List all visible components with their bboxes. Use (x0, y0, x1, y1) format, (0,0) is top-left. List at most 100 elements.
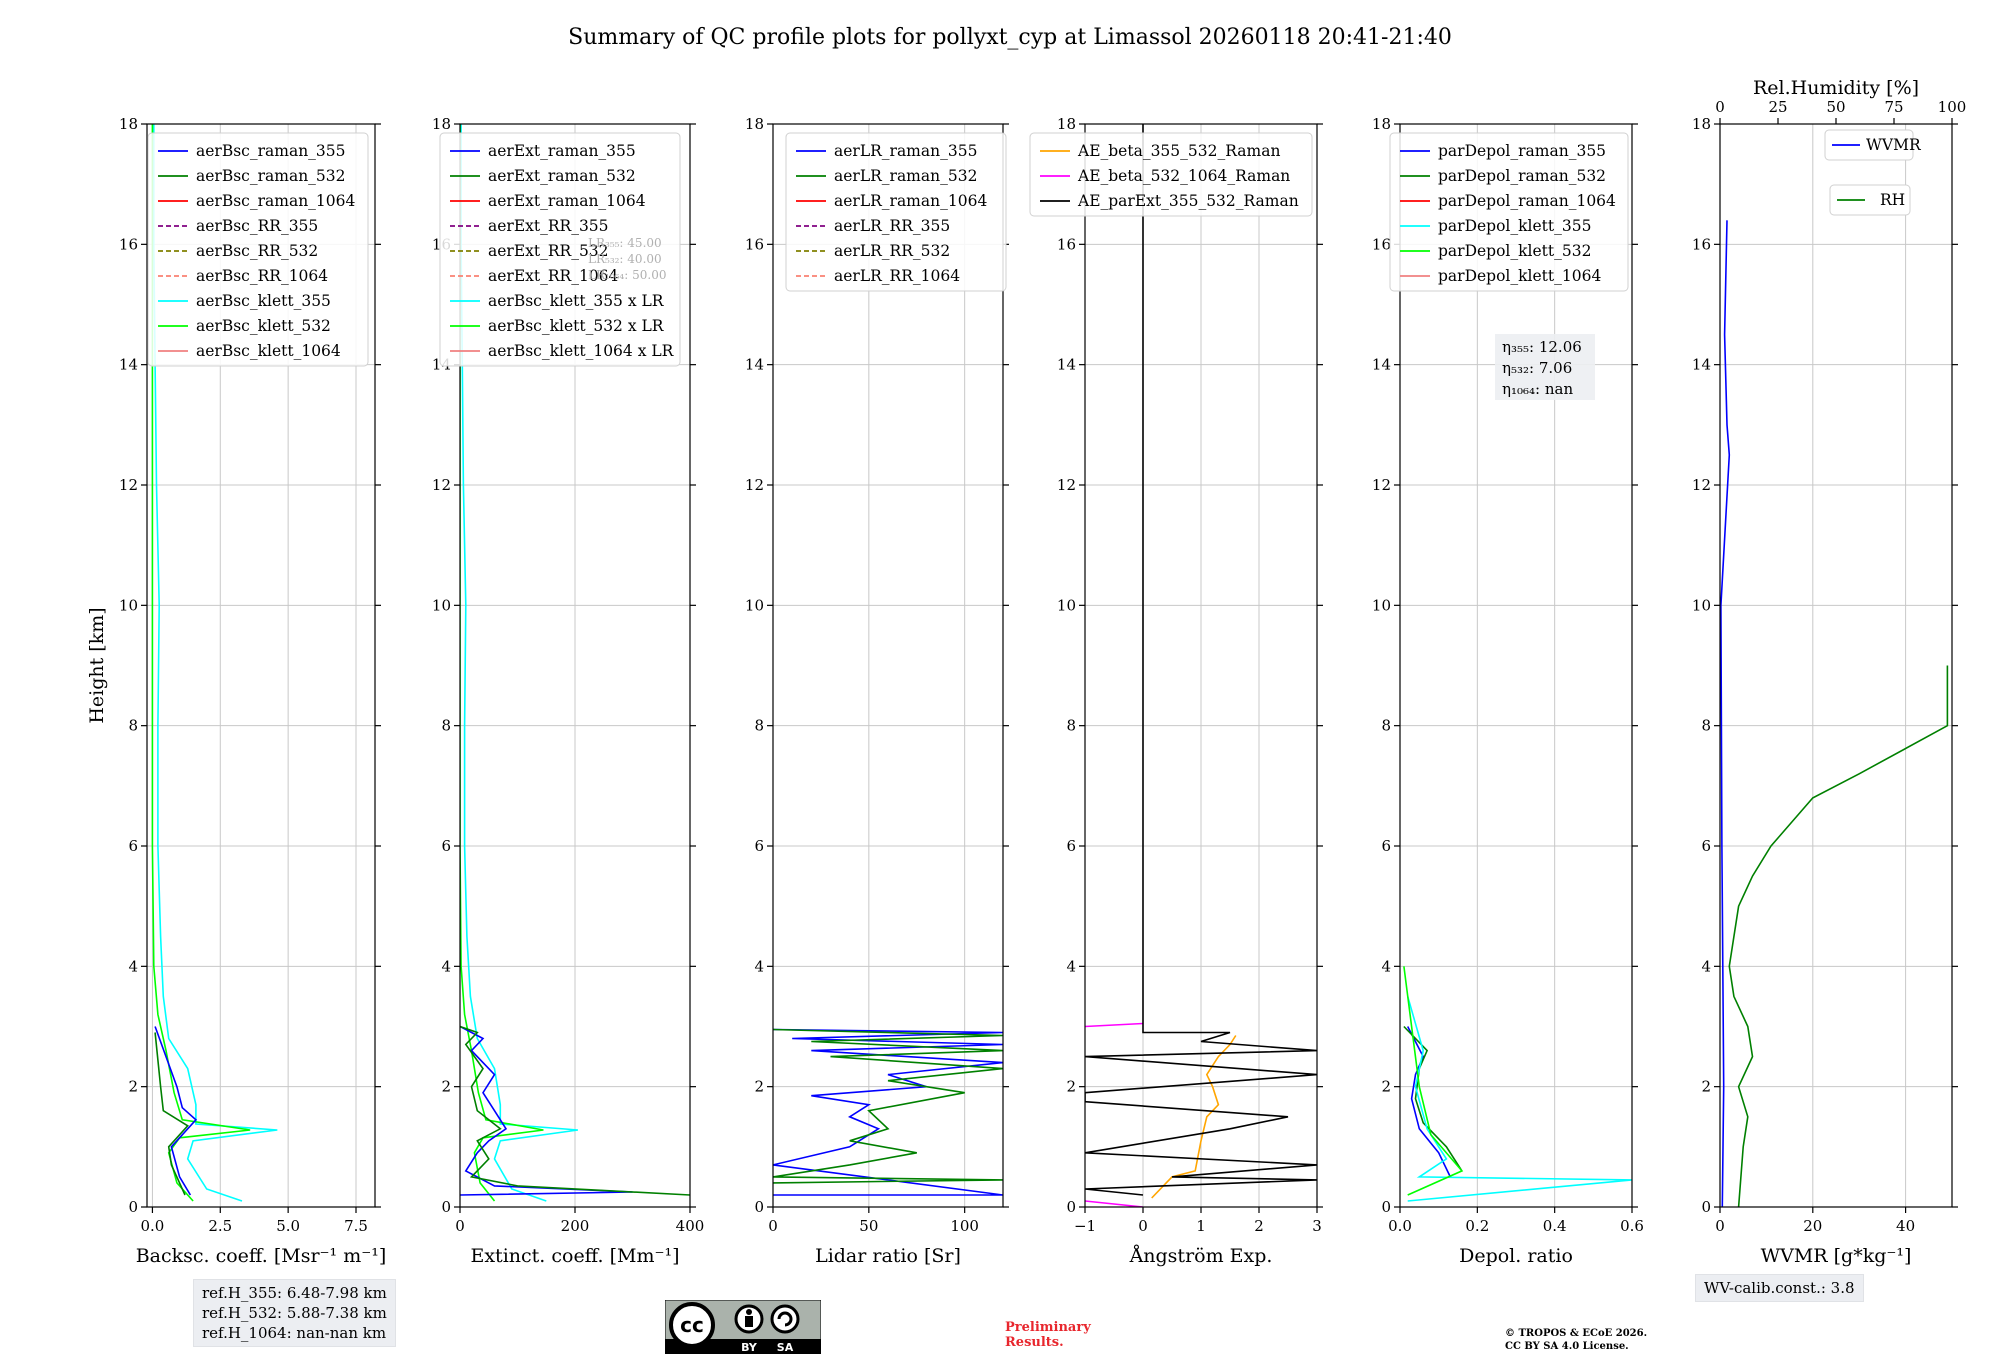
ytick-label: 12 (745, 476, 764, 494)
ytick-label: 14 (1057, 356, 1076, 374)
ytick-label: 12 (432, 476, 451, 494)
prelim-line-2: Results. (1005, 1335, 1064, 1350)
xtick-label: 20 (1803, 1217, 1822, 1235)
ytick-label: 16 (119, 235, 138, 253)
ytick-label: 8 (441, 717, 451, 735)
ytick-label: 6 (754, 837, 764, 855)
ytick-label: 14 (1692, 356, 1711, 374)
legend-label: AE_beta_355_532_Raman (1077, 142, 1280, 160)
legend-label: parDepol_raman_355 (1438, 142, 1606, 160)
panel-extinction: 0246810121416180200400Extinct. coeff. [M… (432, 115, 704, 1267)
series-aerBsc_raman_532 (154, 1032, 189, 1196)
lr-label: LR₃₅₅: 45.00 (588, 236, 662, 250)
cc-sa-text: SA (777, 1341, 794, 1354)
cc-by-sa-logo: cc BY SA (665, 1300, 821, 1354)
legend-label: aerBsc_raman_532 (196, 167, 346, 185)
ytick-label: 8 (754, 717, 764, 735)
axes-frame (1399, 123, 1633, 1208)
ytick-label: 14 (745, 356, 764, 374)
wv-calib-const: WV-calib.const.: 3.8 (1704, 1279, 1855, 1297)
legend-box (1829, 184, 1911, 216)
series-aerExt_raman_532 (460, 1025, 690, 1196)
series-aerBsc_klett_532 x LR (460, 124, 544, 1202)
ytick-label: 12 (1692, 476, 1711, 494)
reference-height-box: ref.H_355: 6.48-7.98 km ref.H_532: 5.88-… (193, 1279, 396, 1347)
series-parDepol_klett_355 (1406, 996, 1632, 1202)
prelim-line-1: Preliminary (1005, 1320, 1091, 1335)
ytick-label: 10 (1057, 596, 1076, 614)
x-axis-label: Extinct. coeff. [Mm⁻¹] (470, 1245, 679, 1267)
legend: aerExt_raman_355 aerExt_raman_532 aerExt_r… (439, 132, 681, 367)
ytick-label: 2 (754, 1078, 764, 1096)
xtick-label: 0.0 (1388, 1217, 1412, 1235)
series-AE_beta_532_1064_Raman (1085, 1200, 1144, 1207)
series-aerExt_raman_355 (460, 1025, 633, 1196)
legend-label: aerBsc_RR_355 (196, 217, 318, 235)
x-axis-label: Ångström Exp. (1129, 1245, 1273, 1267)
ytick-label: 16 (1057, 235, 1076, 253)
xtick-label: 0.0 (140, 1217, 164, 1235)
ytick-label: 12 (1057, 476, 1076, 494)
xtick-label: 400 (676, 1217, 705, 1235)
copyright-line-1: © TROPOS & ECoE 2026. (1505, 1328, 1648, 1339)
ytick-label: 2 (441, 1078, 451, 1096)
legend-label: aerExt_RR_1064 (488, 267, 619, 285)
ytick-label: 18 (1372, 115, 1391, 133)
lr-label: LR₅₃₂: 40.00 (588, 252, 662, 266)
xtick-label: 5.0 (276, 1217, 300, 1235)
ytick-label: 18 (432, 115, 451, 133)
xtick-label: 3 (1312, 1217, 1322, 1235)
xtick-label: 0 (1138, 1217, 1148, 1235)
xtick-label: 200 (561, 1217, 590, 1235)
ytick-label: 16 (745, 235, 764, 253)
legend-label: aerExt_raman_355 (488, 142, 636, 160)
figure-title: Summary of QC profile plots for pollyxt_… (568, 25, 1452, 50)
series-group (460, 124, 690, 1202)
ytick-label: 2 (128, 1078, 138, 1096)
ytick-label: 10 (432, 596, 451, 614)
series-parDepol_klett_532 (1403, 966, 1464, 1196)
ytick-label: 12 (1372, 476, 1391, 494)
series-aerLR_raman_532 (773, 1028, 1003, 1184)
panel-lidar_ratio: 0 2 4 6 8 10 12 14 16 18 0 50 100 Lidar ratio [Sr] aer… (745, 115, 1009, 1267)
xtick-label: −1 (1074, 1217, 1096, 1235)
series-parDepol_raman_355 (1406, 1026, 1452, 1178)
xtick-label: 50 (859, 1217, 878, 1235)
axes-frame (1719, 123, 1953, 1208)
ytick-label: 4 (1066, 957, 1076, 975)
legend-label: aerExt_RR_532 (488, 242, 609, 260)
xtick-label: 2.5 (208, 1217, 232, 1235)
ytick-label: 0 (128, 1198, 138, 1216)
ytick-label: 4 (441, 957, 451, 975)
ytick-label: 6 (128, 837, 138, 855)
legend-label: aerLR_RR_1064 (834, 267, 960, 285)
x-axis-label: Lidar ratio [Sr] (815, 1245, 961, 1267)
ytick-label: 10 (1372, 596, 1391, 614)
series-group (1085, 124, 1317, 1207)
legend-label: parDepol_raman_532 (1438, 167, 1606, 185)
ytick-label: 18 (745, 115, 764, 133)
y-axis-label: Height [km] (86, 607, 108, 723)
ref-h-532: ref.H_532: 5.88-7.38 km (202, 1304, 387, 1322)
ytick-label: 8 (1381, 717, 1391, 735)
legend-box (147, 132, 369, 367)
xtick-label: 0.4 (1543, 1217, 1567, 1235)
ytick-label: 14 (1372, 356, 1391, 374)
legend-label: aerLR_raman_1064 (834, 192, 987, 210)
series-AE_beta_355_532_Raman (1151, 1035, 1237, 1199)
ytick-label: 8 (1066, 717, 1076, 735)
legend-label: aerExt_raman_532 (488, 167, 636, 185)
series-group (151, 124, 278, 1202)
ytick-label: 18 (119, 115, 138, 133)
legend-box (1824, 129, 1914, 161)
top-xtick-label: 100 (1938, 98, 1967, 116)
ytick-label: 10 (745, 596, 764, 614)
ytick-label: 2 (1066, 1078, 1076, 1096)
series-WVMR (1720, 220, 1731, 1207)
top-xtick-label: 75 (1884, 98, 1903, 116)
eta-label: η₅₃₂: 7.06 (1502, 359, 1572, 377)
legend: aerBsc_raman_355 aerBsc_raman_532 aerBsc_r… (147, 132, 369, 367)
legend-label: AE_parExt_355_532_Raman (1077, 192, 1299, 210)
copyright-notice: © TROPOS & ECoE 2026. CC BY SA 4.0 Licen… (1505, 1327, 1647, 1353)
ytick-label: 14 (119, 356, 138, 374)
